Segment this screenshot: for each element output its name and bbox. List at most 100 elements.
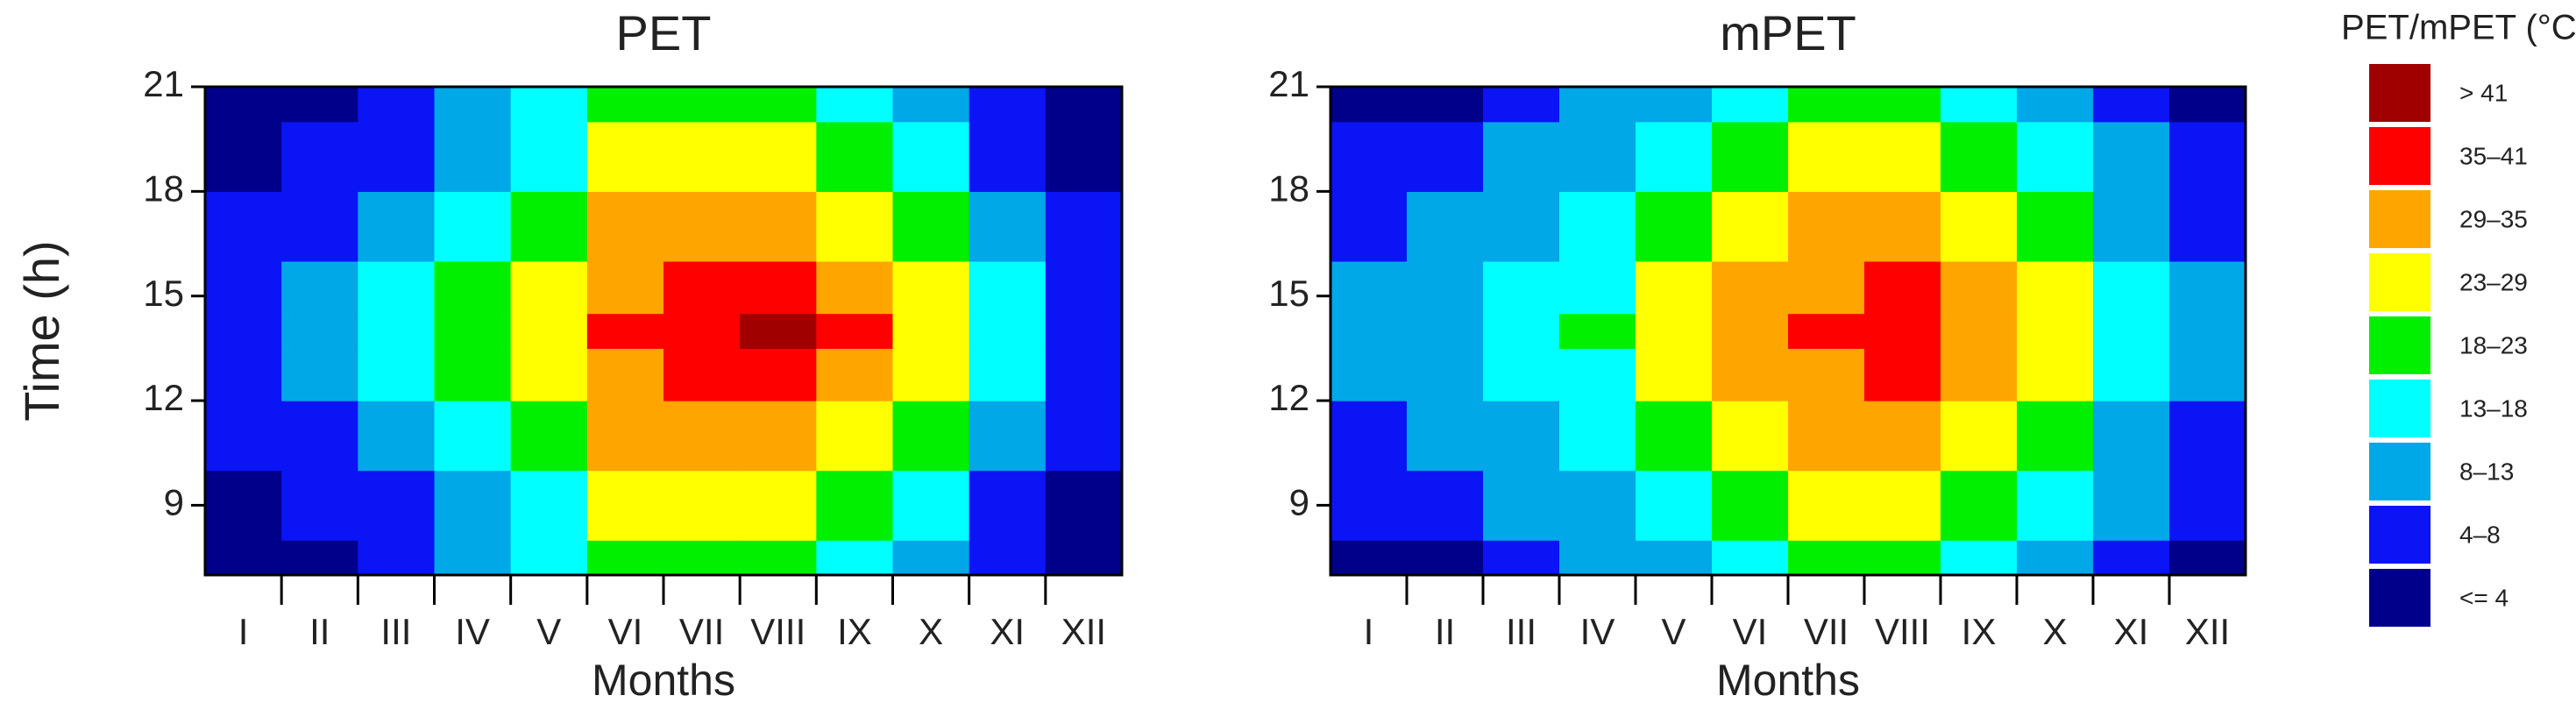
heat-cell	[2093, 470, 2170, 541]
heat-cell	[510, 348, 588, 401]
heat-cell	[510, 540, 588, 576]
heat-cell	[969, 121, 1047, 192]
x-tick-label: V	[536, 611, 561, 652]
heat-cell	[358, 121, 436, 192]
legend-swatch	[2367, 188, 2432, 250]
y-tick-label: 12	[1268, 377, 1309, 418]
x-tick-label: II	[309, 611, 330, 652]
heat-cell	[1331, 313, 1408, 349]
heat-cell	[434, 401, 512, 472]
x-tick-label: VII	[1804, 611, 1849, 652]
heat-cell	[740, 87, 817, 123]
heat-cell	[1045, 313, 1123, 349]
heat-cell	[281, 348, 358, 401]
heat-cell	[510, 87, 588, 123]
heat-cell	[1941, 87, 2018, 123]
heat-cell	[1045, 401, 1123, 472]
heat-cell	[1559, 470, 1636, 541]
heat-cell	[510, 260, 588, 315]
heat-cell	[2169, 87, 2246, 123]
heat-cell	[664, 470, 741, 541]
heat-cell	[1331, 260, 1408, 315]
y-tick-label: 18	[1268, 167, 1309, 209]
heat-cell	[1559, 401, 1636, 472]
heat-cell	[2017, 191, 2094, 262]
heat-cell	[816, 121, 894, 192]
x-tick-label: XI	[2114, 611, 2149, 652]
heat-cell	[586, 401, 664, 472]
x-tick-label: XII	[2185, 611, 2230, 652]
heat-cell	[816, 348, 894, 401]
heat-cell	[1941, 540, 2018, 576]
heat-cell	[969, 470, 1047, 541]
x-tick-label: VIII	[1875, 611, 1930, 652]
x-tick-label: V	[1661, 611, 1685, 652]
heat-cell	[1483, 260, 1560, 315]
x-tick-label: VI	[1733, 611, 1768, 652]
heat-cell	[358, 348, 436, 401]
x-tick-label: VIII	[750, 611, 805, 652]
heat-cell	[281, 87, 358, 123]
heat-cell	[1407, 87, 1484, 123]
heat-cell	[664, 191, 741, 262]
heat-cell	[2169, 191, 2246, 262]
heat-cell	[205, 401, 282, 472]
x-tick-label: III	[1506, 611, 1536, 652]
x-tick-label: XII	[1061, 611, 1106, 652]
heat-cell	[1636, 191, 1713, 262]
y-tick-label: 18	[143, 167, 184, 209]
heat-cell	[1483, 191, 1560, 262]
heat-cell	[1941, 348, 2018, 401]
heat-cell	[1045, 260, 1123, 315]
heat-cell	[358, 260, 436, 315]
heat-cell	[1636, 260, 1713, 315]
heat-cell	[1331, 87, 1408, 123]
legend-label: 23–29	[2459, 268, 2528, 295]
heat-cell	[586, 470, 664, 541]
legend-label: 18–23	[2459, 331, 2528, 358]
heat-cell	[1045, 191, 1123, 262]
heat-cell	[740, 260, 817, 315]
heat-cell	[1407, 121, 1484, 192]
heat-cell	[1407, 260, 1484, 315]
heat-cell	[969, 191, 1047, 262]
heat-cell	[2093, 540, 2170, 576]
heat-cell	[1407, 470, 1484, 541]
legend-label: 29–35	[2459, 205, 2528, 232]
heat-cell	[2093, 313, 2170, 349]
heat-cell	[1636, 348, 1713, 401]
heat-cell	[586, 348, 664, 401]
heat-cell	[358, 313, 436, 349]
heat-cell	[434, 260, 512, 315]
heat-cell	[586, 87, 664, 123]
legend-swatch	[2367, 62, 2432, 124]
heat-cell	[510, 191, 588, 262]
heat-cell	[2017, 401, 2094, 472]
legend-label: 8–13	[2459, 458, 2514, 485]
heat-cell	[2093, 348, 2170, 401]
legend-label: 35–41	[2459, 142, 2528, 169]
heat-cell	[664, 540, 741, 576]
heat-cell	[281, 540, 358, 576]
heat-cell	[892, 470, 970, 541]
heat-cell	[2169, 260, 2246, 315]
y-tick-label: 21	[1268, 63, 1309, 104]
heat-cell	[664, 121, 741, 192]
y-tick-label: 15	[143, 273, 184, 314]
heat-cell	[1864, 348, 1941, 401]
heat-cell	[586, 191, 664, 262]
heat-cell	[1483, 540, 1560, 576]
heat-cell	[740, 540, 817, 576]
heat-cell	[434, 313, 512, 349]
heat-cell	[281, 401, 358, 472]
heat-cell	[1864, 313, 1941, 349]
heat-cell	[1712, 260, 1789, 315]
heat-cell	[1788, 348, 1865, 401]
heat-cell	[1636, 540, 1713, 576]
heat-cell	[664, 260, 741, 315]
heat-cell	[1331, 470, 1408, 541]
heat-cell	[1712, 348, 1789, 401]
heat-cell	[892, 87, 970, 123]
x-tick-label: X	[2042, 611, 2067, 652]
heat-cell	[1483, 87, 1560, 123]
